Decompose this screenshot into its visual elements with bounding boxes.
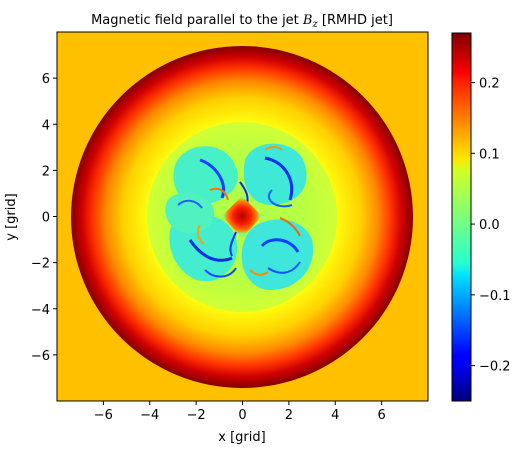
colorbar-tick-label: 0.2 xyxy=(479,77,500,92)
colorbar-ticks: −0.2 −0.1 0.0 0.1 0.2 xyxy=(471,77,511,375)
filament xyxy=(264,156,293,201)
y-tick-label: −2 xyxy=(31,257,50,272)
field-core xyxy=(222,196,262,238)
x-tick-label: −4 xyxy=(140,408,159,423)
lobe-left-mid xyxy=(165,193,215,234)
colorbar-tick-label: −0.2 xyxy=(479,360,511,375)
colorbar-tick-label: −0.1 xyxy=(479,289,511,304)
y-tick-label: 2 xyxy=(42,164,50,179)
filament xyxy=(177,199,203,209)
plot-area xyxy=(57,32,428,401)
x-tick-label: 6 xyxy=(377,408,385,423)
filament-hot xyxy=(264,146,283,151)
x-axis-label: x [grid] xyxy=(218,430,265,445)
filament-hot xyxy=(209,187,229,201)
colorbar-tick-label: 0.1 xyxy=(479,147,500,162)
filament xyxy=(188,239,233,262)
x-tick-label: 4 xyxy=(331,408,339,423)
filament xyxy=(267,189,293,208)
x-tick-label: 2 xyxy=(285,408,293,423)
y-tick-label: 6 xyxy=(42,72,50,87)
filament xyxy=(229,231,237,257)
x-tick-label: −2 xyxy=(187,408,206,423)
filament xyxy=(260,238,300,253)
x-tick-label: 0 xyxy=(238,408,246,423)
y-tick-label: 0 xyxy=(42,211,50,226)
colorbar-gradient xyxy=(451,32,472,402)
y-axis-label: y [grid] xyxy=(4,193,19,240)
filament-hot xyxy=(279,217,301,237)
x-axis: −6 −4 −2 0 2 4 6 xyxy=(94,401,386,423)
filament-hot xyxy=(249,269,269,276)
filament xyxy=(204,267,237,278)
y-tick-label: 4 xyxy=(42,118,50,133)
turbulent-region xyxy=(165,143,314,290)
filament-hot xyxy=(196,224,205,245)
filament xyxy=(267,261,301,274)
x-tick-label: −6 xyxy=(94,408,113,423)
chart-title: Magnetic field parallel to the jet Bz [R… xyxy=(91,13,393,30)
lobe-upper-right xyxy=(243,143,307,205)
y-tick-label: −6 xyxy=(31,349,50,364)
colorbar-tick-label: 0.0 xyxy=(479,218,500,233)
lobe-lower-right xyxy=(241,219,314,290)
y-axis: −6 −4 −2 0 2 4 6 xyxy=(31,72,57,364)
colorbar: −0.2 −0.1 0.0 0.1 0.2 xyxy=(451,32,511,402)
y-tick-label: −4 xyxy=(31,303,50,318)
filament xyxy=(199,158,225,199)
